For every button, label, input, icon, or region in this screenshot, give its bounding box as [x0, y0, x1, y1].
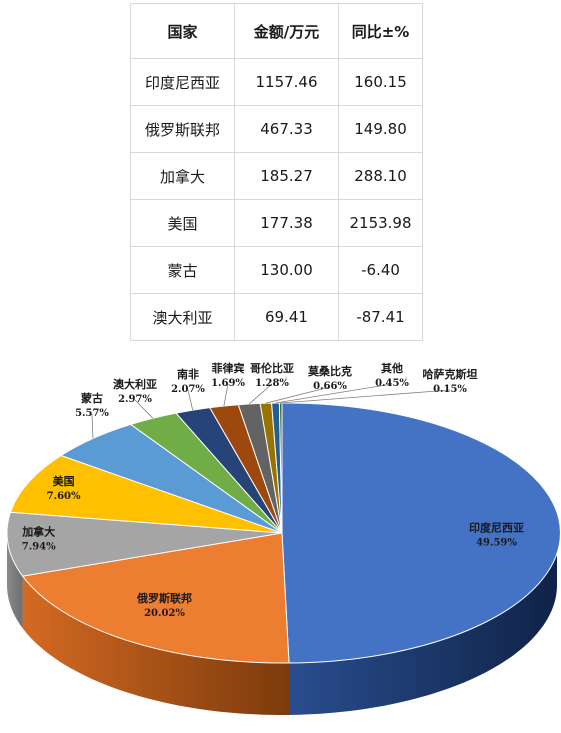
slice-label-name: 南非 — [177, 367, 199, 381]
table-row: 澳大利亚 69.41 -87.41 — [130, 293, 423, 341]
slice-label-name: 澳大利亚 — [113, 377, 157, 391]
cell-country: 俄罗斯联邦 — [130, 105, 235, 153]
cell-country: 加拿大 — [130, 152, 235, 200]
cell-amount: 69.41 — [234, 293, 339, 341]
table-row: 加拿大 185.27 288.10 — [130, 152, 423, 200]
slice-label-name: 俄罗斯联邦 — [136, 591, 192, 605]
slice-label-name: 莫桑比克 — [307, 364, 352, 378]
slice-label-name: 美国 — [53, 474, 75, 488]
slice-label-name: 哈萨克斯坦 — [423, 367, 478, 381]
cell-yoy: 288.10 — [338, 152, 423, 200]
header-country: 国家 — [130, 3, 235, 59]
table-row: 印度尼西亚 1157.46 160.15 — [130, 58, 423, 106]
leader-line — [275, 383, 393, 404]
slice-label-value: 5.57% — [75, 408, 109, 419]
slice-side-俄罗斯联邦 — [22, 576, 289, 715]
slice-label-name: 印度尼西亚 — [469, 521, 524, 535]
pie-slices — [6, 402, 561, 664]
slice-side-印度尼西亚 — [289, 533, 557, 715]
slice-label-value: 2.07% — [171, 384, 205, 395]
slice-印度尼西亚 — [281, 402, 561, 664]
table-row: 俄罗斯联邦 467.33 149.80 — [130, 105, 423, 153]
leader-line — [187, 389, 194, 411]
cell-yoy: -6.40 — [338, 246, 423, 294]
cell-amount: 1157.46 — [234, 58, 339, 106]
cell-amount: 185.27 — [234, 152, 339, 200]
slice-label-name: 加拿大 — [21, 525, 55, 539]
slice-label-name: 其他 — [381, 361, 403, 375]
slice-美国 — [9, 454, 283, 534]
pie-chart: 印度尼西亚 49.59% 俄罗斯联邦 20.02% 加拿大 7.94% 美国 7.60% 蒙古 5… — [6, 361, 561, 715]
leader-line — [248, 383, 273, 405]
slice-label-name: 哥伦比亚 — [250, 361, 294, 375]
leader-line — [223, 383, 229, 406]
slice-label-value: 49.59% — [476, 538, 517, 549]
slice-label-value: 0.15% — [433, 384, 467, 395]
country-amount-table: 国家 金额/万元 同比±% 印度尼西亚 1157.46 160.15 俄罗斯联邦… — [130, 3, 423, 341]
slice-side-加拿大 — [7, 533, 23, 629]
leader-line — [91, 413, 94, 439]
slice-label-value: 2.97% — [118, 394, 152, 405]
slice-label-value: 20.02% — [144, 608, 185, 619]
leader-line — [134, 399, 154, 419]
leader-line — [280, 389, 451, 404]
slice-label-value: 7.94% — [22, 542, 56, 553]
cell-yoy: -87.41 — [338, 293, 423, 341]
table-row: 美国 177.38 2153.98 — [130, 199, 423, 247]
cell-country: 蒙古 — [130, 246, 235, 294]
leader-line — [265, 386, 331, 404]
table-header-row: 国家 金额/万元 同比±% — [130, 3, 423, 59]
slice-label-value: 1.28% — [255, 378, 289, 389]
slice-labels: 印度尼西亚 49.59% 俄罗斯联邦 20.02% 加拿大 7.94% 美国 7.60% 蒙古 5… — [21, 361, 524, 619]
header-amount: 金额/万元 — [234, 3, 339, 59]
slice-label-value: 1.69% — [211, 378, 245, 389]
cell-amount: 177.38 — [234, 199, 339, 247]
cell-yoy: 2153.98 — [338, 199, 423, 247]
cell-country: 澳大利亚 — [130, 293, 235, 341]
cell-yoy: 149.80 — [338, 105, 423, 153]
pie-3d-sides — [7, 533, 557, 715]
slice-label-name: 蒙古 — [81, 391, 103, 405]
header-yoy: 同比±% — [338, 3, 423, 59]
slice-label-value: 0.66% — [313, 381, 347, 392]
slice-label-value: 7.60% — [47, 491, 81, 502]
cell-yoy: 160.15 — [338, 58, 423, 106]
cell-amount: 467.33 — [234, 105, 339, 153]
cell-country: 美国 — [130, 199, 235, 247]
cell-country: 印度尼西亚 — [130, 58, 235, 106]
cell-amount: 130.00 — [234, 246, 339, 294]
label-leader-lines — [91, 383, 451, 439]
slice-label-name: 菲律宾 — [212, 361, 245, 375]
slice-label-value: 0.45% — [375, 378, 409, 389]
table-row: 蒙古 130.00 -6.40 — [130, 246, 423, 294]
